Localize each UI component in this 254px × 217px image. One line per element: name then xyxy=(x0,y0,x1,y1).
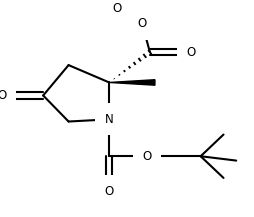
Text: O: O xyxy=(0,89,7,102)
Text: O: O xyxy=(105,185,114,198)
Text: O: O xyxy=(138,17,147,30)
Polygon shape xyxy=(109,80,155,85)
Text: O: O xyxy=(143,150,152,163)
Text: N: N xyxy=(105,113,114,126)
Text: O: O xyxy=(112,2,121,15)
Text: O: O xyxy=(186,46,196,59)
